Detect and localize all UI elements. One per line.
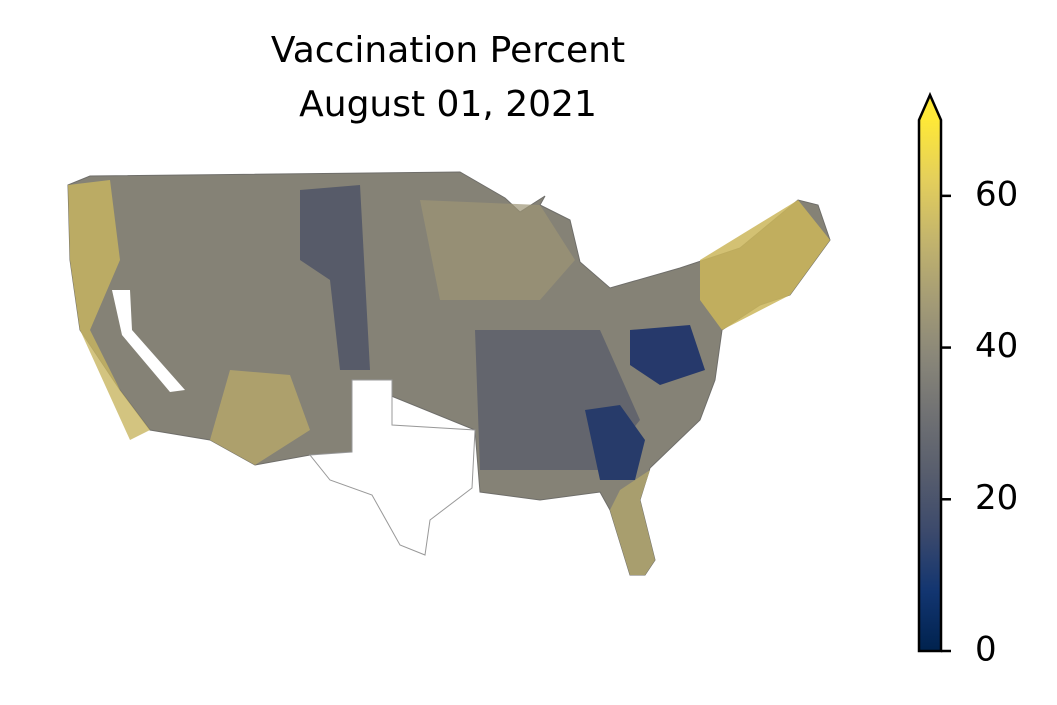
region-georgia — [585, 405, 645, 480]
region-texas — [309, 379, 476, 556]
colorbar-tick-label: 60 — [975, 174, 1018, 214]
region-mountain-dark — [300, 185, 370, 370]
us-counties — [67, 171, 831, 576]
colorbar-fill — [919, 120, 941, 651]
map-title: Vaccination Percent — [271, 30, 625, 71]
map — [67, 171, 831, 576]
colorbar-tick-label: 40 — [975, 326, 1018, 366]
colorbar-extend — [919, 95, 941, 120]
region-florida — [610, 470, 655, 575]
region-southwest — [210, 370, 310, 465]
colorbar-outline — [917, 91, 943, 653]
region-midwest — [420, 200, 575, 300]
region-northeast — [700, 200, 830, 330]
region-virginia — [630, 325, 705, 385]
region-west-yellow — [68, 180, 150, 440]
colorbar-tick-label: 0 — [975, 630, 997, 670]
nevada-gap — [112, 290, 185, 392]
colorbar-tick-label: 20 — [975, 478, 1018, 518]
colorbar: 0 20 40 60 — [917, 91, 1018, 670]
map-subtitle: August 01, 2021 — [299, 84, 597, 125]
